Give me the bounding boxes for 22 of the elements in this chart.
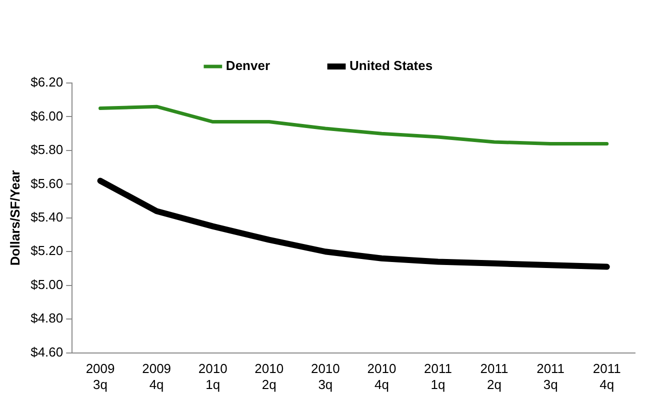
x-tick-label: 2009 3q — [86, 361, 115, 392]
legend-label: United States — [350, 58, 433, 74]
y-tick-label: $4.80 — [30, 310, 64, 326]
x-tick-label: 2010 3q — [310, 361, 340, 392]
x-tick-label: 2010 4q — [367, 361, 396, 392]
x-tick-label: 2011 4q — [592, 361, 621, 392]
x-tick-label: 2011 2q — [480, 361, 508, 392]
y-tick-label: $6.00 — [30, 108, 64, 124]
y-tick-label: $5.60 — [30, 176, 64, 191]
x-tick-label: 2010 2q — [254, 361, 284, 392]
x-tick-label: 2010 1q — [198, 361, 228, 392]
y-tick-label: $5.40 — [30, 209, 64, 224]
legend-label: Denver — [226, 58, 270, 74]
x-tick-label: 2009 4q — [142, 361, 172, 392]
y-tick-label: $6.20 — [30, 74, 64, 90]
x-tick-label: 2011 3q — [536, 361, 565, 392]
y-tick-label: $5.80 — [30, 142, 64, 158]
y-tick-label: $4.60 — [30, 344, 64, 360]
y-tick-label: $5.20 — [30, 243, 64, 258]
y-tick-label: $5.00 — [30, 276, 64, 292]
y-axis-title: Dollars/SF/Year — [7, 170, 22, 266]
x-tick-label: 2011 1q — [424, 361, 452, 392]
